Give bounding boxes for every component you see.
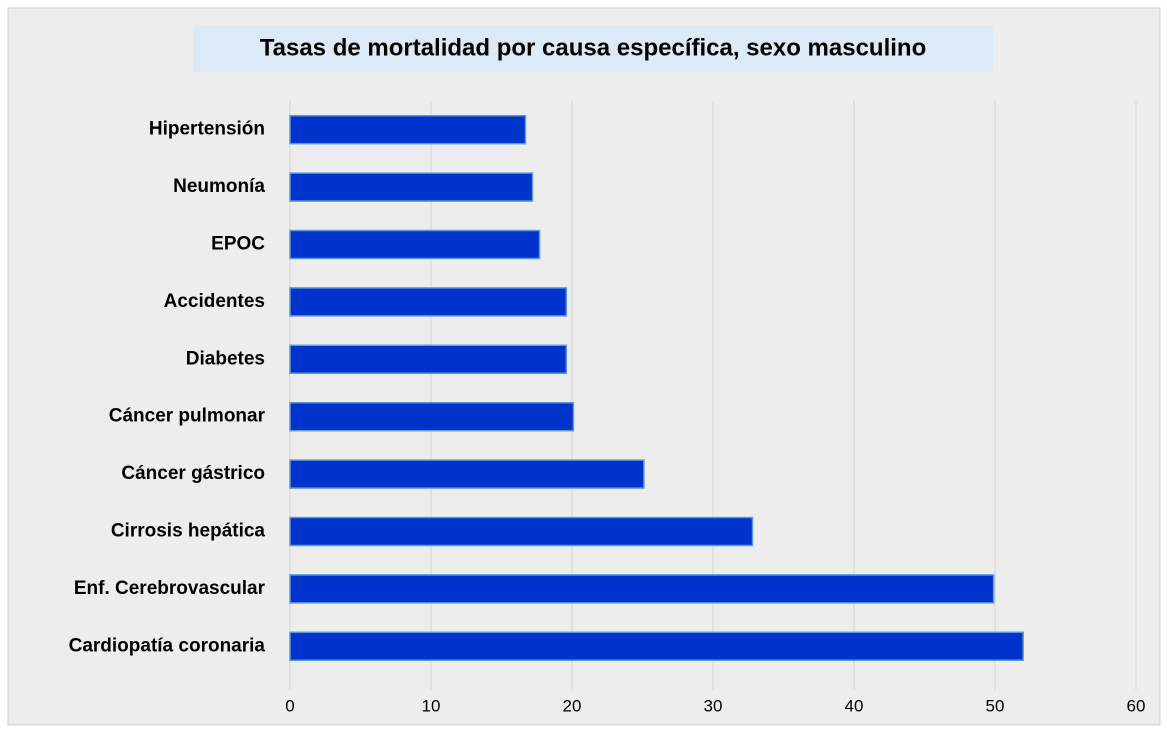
title-box (193, 26, 993, 72)
y-tick-label: Cáncer pulmonar (109, 406, 266, 427)
bar (289, 229, 541, 260)
y-tick-label: Enf. Cerebrovascular (74, 578, 266, 599)
y-tick-label: Accidentes (164, 291, 265, 312)
bar (289, 459, 645, 489)
bar (289, 401, 575, 432)
x-tick-label: 0 (285, 696, 294, 715)
bar (289, 172, 534, 202)
bar (289, 516, 754, 547)
y-tick-label: Hipertensión (149, 119, 265, 140)
chart-background (7, 7, 1161, 726)
x-tick-label: 20 (563, 696, 582, 715)
y-tick-label: EPOC (211, 234, 265, 255)
y-tick-label: Cáncer gástrico (121, 463, 265, 484)
x-tick-label: 50 (986, 696, 1005, 715)
chart-title: Tasas de mortalidad por causa específica… (260, 34, 927, 61)
x-tick-label: 40 (845, 696, 864, 715)
x-tick-label: 60 (1127, 696, 1146, 715)
y-tick-label: Cardiopatía coronaria (69, 635, 266, 656)
y-tick-label: Diabetes (186, 348, 265, 369)
bar (289, 574, 995, 604)
x-tick-label: 10 (422, 696, 441, 715)
bar (289, 114, 527, 145)
bar (289, 344, 568, 375)
y-tick-label: Neumonía (173, 176, 265, 197)
bar (289, 287, 568, 317)
y-tick-label: Cirrosis hepática (111, 521, 266, 542)
x-tick-label: 30 (704, 696, 723, 715)
bar (289, 631, 1024, 662)
